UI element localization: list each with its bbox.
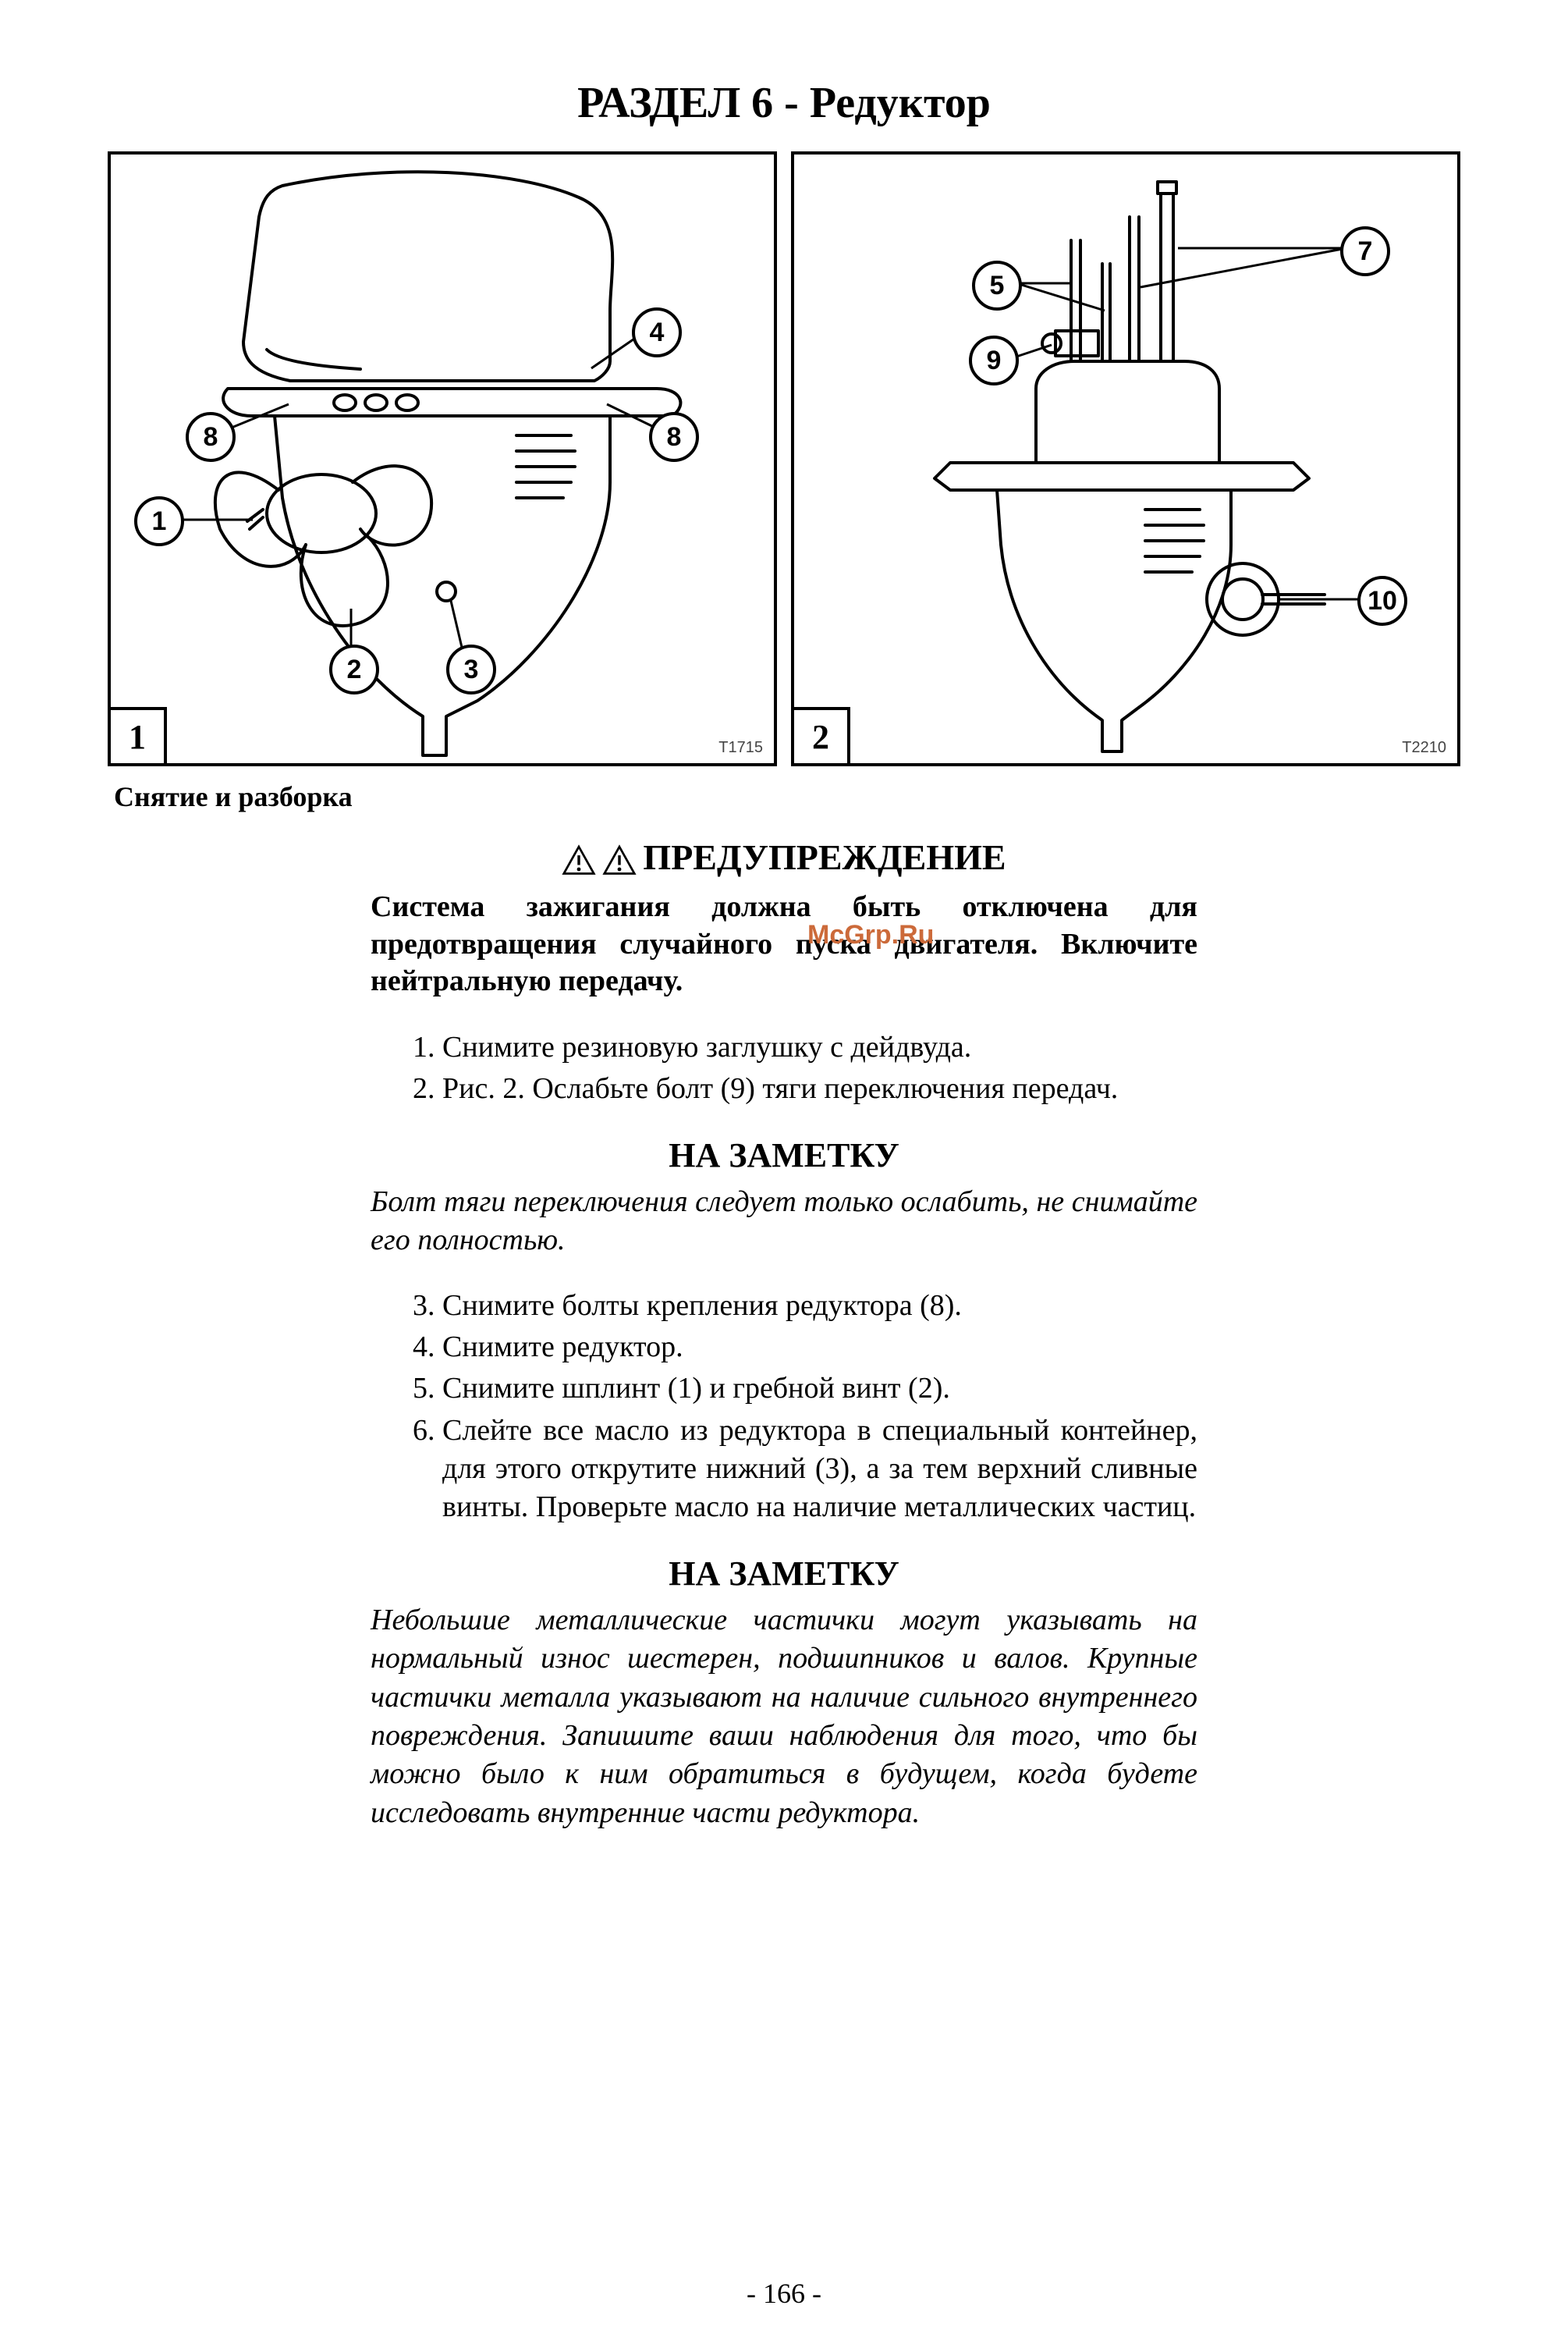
warning-body: Система зажигания должна быть отключена … bbox=[371, 889, 1197, 1000]
callout-8a: 8 bbox=[186, 412, 236, 462]
warning-triangle-icon bbox=[562, 837, 596, 878]
figure-1-code: T1715 bbox=[718, 739, 763, 757]
callout-9: 9 bbox=[969, 336, 1019, 385]
figure-1-number: 1 bbox=[108, 707, 167, 766]
note-1-body: Болт тяги переключения следует только ос… bbox=[371, 1183, 1197, 1260]
callout-3: 3 bbox=[446, 645, 496, 694]
callout-7: 7 bbox=[1340, 226, 1390, 276]
warning-heading: ПРЕДУПРЕЖДЕНИЕ bbox=[371, 837, 1197, 878]
callout-10: 10 bbox=[1357, 576, 1407, 626]
callout-4: 4 bbox=[632, 307, 682, 357]
note-1-heading: НА ЗАМЕТКУ bbox=[371, 1135, 1197, 1175]
figures-row: 1 2 3 4 8 8 1 T1715 bbox=[109, 151, 1459, 766]
page: РАЗДЕЛ 6 - Редуктор bbox=[0, 0, 1568, 2341]
section-title: РАЗДЕЛ 6 - Редуктор bbox=[109, 78, 1459, 128]
step-item: Снимите болты крепления редуктора (8). bbox=[442, 1287, 1197, 1325]
figure-2-number: 2 bbox=[791, 707, 850, 766]
callout-2: 2 bbox=[329, 645, 379, 694]
warning-triangle-icon bbox=[602, 837, 637, 878]
page-number: - 166 - bbox=[0, 2277, 1568, 2310]
note-2-heading: НА ЗАМЕТКУ bbox=[371, 1554, 1197, 1593]
warning-heading-text: ПРЕДУПРЕЖДЕНИЕ bbox=[643, 837, 1006, 878]
figure-2: 5 7 9 10 2 T2210 bbox=[791, 151, 1460, 766]
figure-1: 1 2 3 4 8 8 1 T1715 bbox=[108, 151, 777, 766]
steps-list-b: Снимите болты крепления редуктора (8). С… bbox=[371, 1287, 1197, 1527]
warning-body-text: Система зажигания должна быть отключена … bbox=[371, 890, 1197, 997]
callout-8b: 8 bbox=[649, 412, 699, 462]
step-item: Слейте все масло из редуктора в специаль… bbox=[442, 1412, 1197, 1527]
callout-1: 1 bbox=[134, 496, 184, 546]
step-item: Снимите редуктор. bbox=[442, 1328, 1197, 1366]
step-item: Снимите шплинт (1) и гребной винт (2). bbox=[442, 1369, 1197, 1408]
callout-5: 5 bbox=[972, 261, 1022, 311]
step-item: Снимите резиновую заглушку с дейдвуда. bbox=[442, 1028, 1197, 1067]
note-2-body: Небольшие металлические частички могут у… bbox=[371, 1601, 1197, 1832]
figure-2-code: T2210 bbox=[1402, 739, 1446, 757]
steps-list-a: Снимите резиновую заглушку с дейдвуда. Р… bbox=[371, 1028, 1197, 1109]
content-column: ПРЕДУПРЕЖДЕНИЕ Система зажигания должна … bbox=[371, 837, 1197, 1832]
step-item: Рис. 2. Ослабьте болт (9) тяги переключе… bbox=[442, 1070, 1197, 1108]
removal-caption: Снятие и разборка bbox=[114, 780, 1459, 813]
